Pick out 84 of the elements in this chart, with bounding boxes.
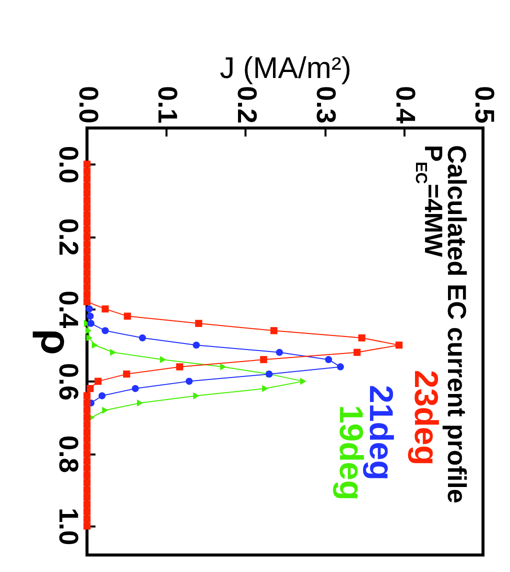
point [83,190,91,197]
point [83,450,91,458]
point [325,356,332,364]
point [86,385,94,392]
point [123,370,130,378]
y-tick-label: 1.0 [54,508,84,546]
point [83,168,91,175]
point [86,334,92,342]
point [83,248,91,255]
point [83,276,91,284]
point [137,399,144,407]
point [192,342,200,349]
point [83,494,91,501]
point [83,508,91,516]
point [396,342,403,349]
x-tick-label: 0.3 [311,86,342,124]
point [86,312,94,320]
x-tick-label: 0.5 [470,86,500,124]
point [83,254,91,262]
x-tick-label: 0.4 [390,86,420,124]
point [87,320,94,327]
point [102,406,108,414]
point [262,385,268,392]
point [176,363,184,370]
point [83,392,91,400]
point [110,348,116,356]
x-axis-title: J (MA/m²) [220,52,352,85]
y-tick-label: 0.2 [54,218,84,256]
y-tick-label: 0.4 [54,290,84,328]
point [83,479,91,486]
point [195,320,202,327]
point [83,522,91,530]
point [83,486,91,494]
point [83,226,91,233]
point [160,356,166,364]
point [220,363,226,370]
point [83,262,91,270]
point [83,182,91,190]
point [83,175,91,182]
point [83,269,91,276]
y-tick-label: 0.8 [54,435,84,473]
point [83,218,91,226]
point [83,284,91,291]
point [124,312,131,320]
point [83,290,91,298]
point [83,211,91,218]
point [300,378,306,385]
point [92,342,98,349]
y-tick-label: 0.6 [54,363,84,401]
point [83,240,91,248]
point [83,160,91,168]
point [354,348,361,356]
point [102,327,109,334]
point [138,334,146,342]
point [98,392,106,400]
point [83,196,91,204]
point [86,305,93,312]
point [276,348,283,356]
point [270,327,278,334]
point [83,464,91,472]
point [186,378,193,385]
x-tick-label: 0.2 [232,86,262,124]
point [83,515,91,522]
point [260,356,268,364]
point [86,327,92,334]
x-tick-label: 0.1 [152,86,183,124]
point [83,457,91,464]
point [336,363,344,370]
point [132,385,139,392]
point [83,233,91,240]
point [94,378,102,385]
point [83,436,91,443]
point [358,334,366,342]
point [83,204,91,212]
point [83,500,91,508]
point [83,442,91,450]
point [102,305,109,312]
point [83,428,91,436]
point [83,399,91,407]
point [193,392,200,400]
y-axis-title: ρ [32,329,80,355]
y-tick-label: 0.0 [54,146,84,184]
point [83,414,91,422]
point [83,472,91,479]
